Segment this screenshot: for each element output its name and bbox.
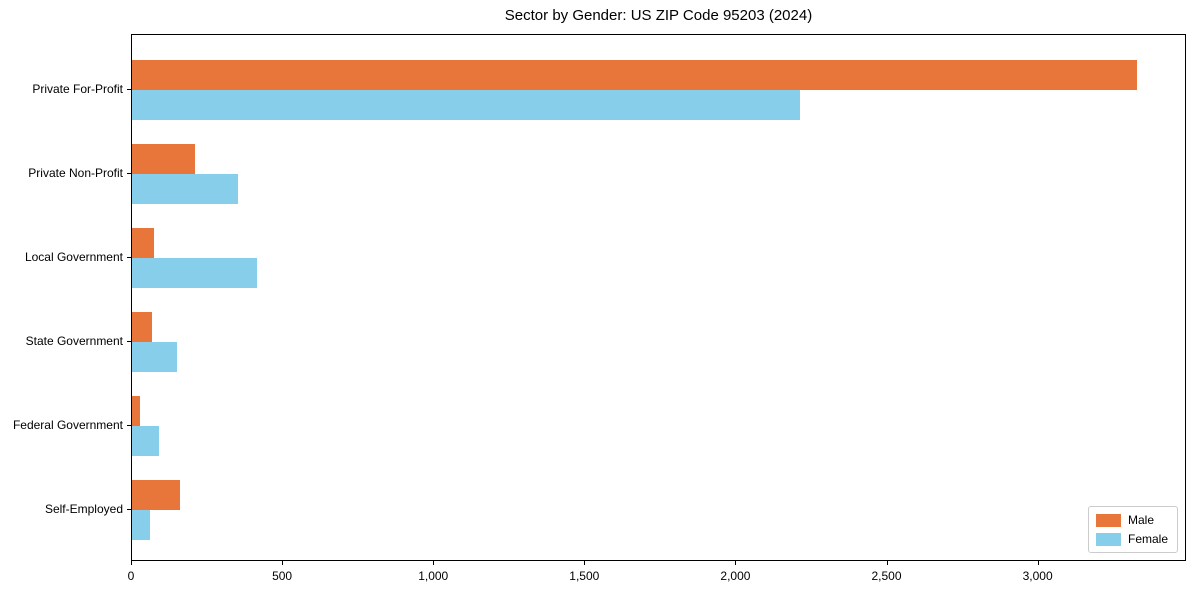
ytick-label-state-government: State Government: [25, 334, 123, 348]
legend-label-female: Female: [1127, 532, 1168, 546]
ytick-label-local-government: Local Government: [24, 250, 123, 264]
xtick-mark-2,000: [735, 561, 737, 565]
bar-male-federal-government: [132, 396, 140, 426]
bar-male-private-for-profit: [132, 60, 1137, 90]
xtick-mark-1,000: [433, 561, 435, 565]
ytick-mark-federal-government: [127, 425, 131, 426]
xtick-label-1,000: 1,000: [418, 569, 449, 583]
bar-female-federal-government: [132, 426, 159, 456]
xtick-mark-500: [282, 561, 284, 565]
ytick-label-federal-government: Federal Government: [12, 418, 123, 432]
xtick-label-2,500: 2,500: [871, 569, 902, 583]
xtick-mark-0: [131, 561, 132, 565]
ytick-mark-local-government: [127, 257, 131, 258]
xtick-mark-2,500: [886, 561, 888, 565]
ytick-label-private-non-profit: Private Non-Profit: [28, 166, 123, 180]
female-swatch: [1095, 532, 1121, 546]
xtick-label-2,000: 2,000: [720, 569, 751, 583]
xtick-mark-3,000: [1037, 561, 1039, 565]
plot-area: Male Female: [131, 34, 1186, 561]
legend: Male Female: [1087, 506, 1178, 553]
ytick-mark-state-government: [127, 341, 131, 342]
bar-female-state-government: [132, 342, 177, 372]
ytick-mark-self-employed: [127, 509, 131, 510]
bar-male-state-government: [132, 312, 152, 342]
bar-male-private-non-profit: [132, 144, 195, 174]
xtick-label-1,500: 1,500: [569, 569, 600, 583]
xtick-mark-1,500: [584, 561, 586, 565]
xtick-label-3,000: 3,000: [1022, 569, 1053, 583]
male-swatch: [1095, 513, 1121, 527]
legend-entry-male: Male: [1095, 513, 1168, 527]
legend-label-male: Male: [1127, 513, 1154, 527]
ytick-label-self-employed: Self-Employed: [44, 502, 123, 516]
ytick-label-private-for-profit: Private For-Profit: [32, 82, 123, 96]
bar-female-self-employed: [132, 510, 150, 540]
bar-female-private-for-profit: [132, 90, 800, 120]
bar-female-private-non-profit: [132, 174, 238, 204]
legend-entry-female: Female: [1095, 532, 1168, 546]
chart-title: Sector by Gender: US ZIP Code 95203 (202…: [504, 7, 813, 24]
xtick-label-500: 500: [272, 569, 293, 583]
ytick-mark-private-non-profit: [127, 173, 131, 174]
ytick-mark-private-for-profit: [127, 89, 131, 90]
bar-male-self-employed: [132, 480, 180, 510]
bar-female-local-government: [132, 258, 257, 288]
xtick-label-0: 0: [127, 569, 135, 583]
bar-male-local-government: [132, 228, 154, 258]
